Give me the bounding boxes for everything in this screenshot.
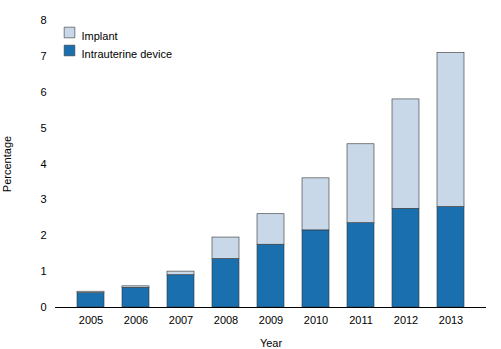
svg-text:8: 8 — [40, 14, 46, 26]
svg-text:4: 4 — [40, 158, 46, 170]
svg-text:2: 2 — [40, 229, 46, 241]
svg-text:2007: 2007 — [169, 314, 193, 326]
svg-text:1: 1 — [40, 265, 46, 277]
svg-text:Implant: Implant — [82, 30, 118, 42]
svg-text:5: 5 — [40, 122, 46, 134]
svg-text:2005: 2005 — [79, 314, 103, 326]
svg-text:3: 3 — [40, 193, 46, 205]
svg-text:2013: 2013 — [439, 314, 463, 326]
svg-text:2011: 2011 — [349, 314, 373, 326]
svg-text:Year: Year — [260, 337, 283, 349]
svg-text:7: 7 — [40, 50, 46, 62]
svg-text:6: 6 — [40, 86, 46, 98]
svg-text:0: 0 — [40, 301, 46, 313]
svg-text:2006: 2006 — [124, 314, 148, 326]
svg-text:2012: 2012 — [394, 314, 418, 326]
svg-text:2010: 2010 — [304, 314, 328, 326]
svg-text:2008: 2008 — [214, 314, 238, 326]
svg-text:Percentage: Percentage — [1, 136, 13, 192]
svg-text:Intrauterine device: Intrauterine device — [82, 48, 173, 60]
svg-text:2009: 2009 — [259, 314, 283, 326]
